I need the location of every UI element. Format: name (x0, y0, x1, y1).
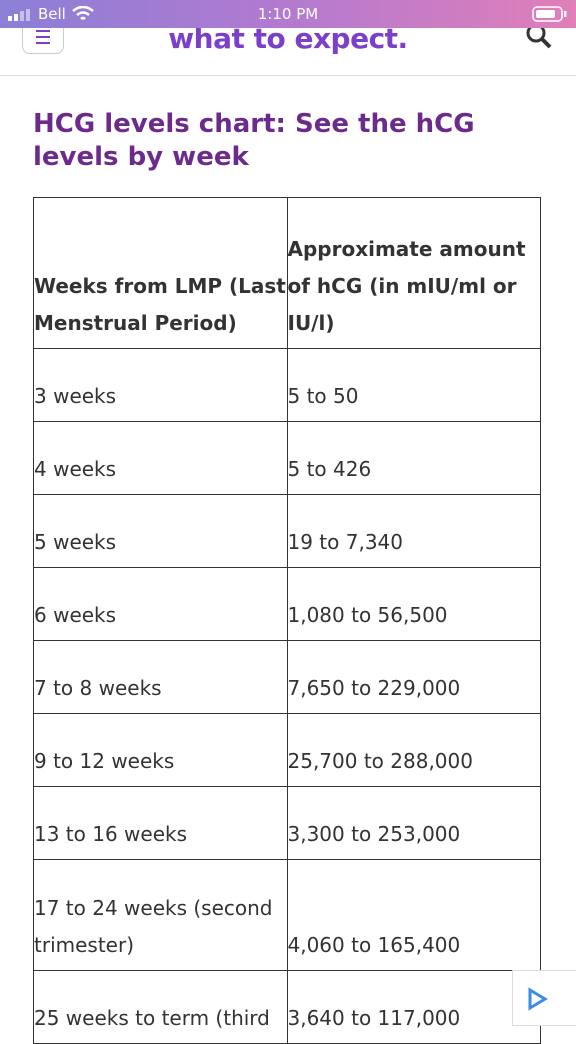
logo[interactable]: what to expect. (168, 28, 408, 55)
signal-icon (8, 9, 30, 21)
table-cell: 17 to 24 weeks (second trimester) (33, 859, 288, 971)
table-header-row: Weeks from LMP (Last Menstrual Period) Ap… (33, 197, 541, 349)
menu-icon (36, 30, 50, 44)
table-cell: 3,300 to 253,000 (286, 786, 541, 860)
table-cell: 5 to 50 (286, 348, 541, 422)
search-button[interactable] (524, 28, 554, 52)
table-cell: 4 weeks (33, 421, 288, 495)
table-cell: 5 to 426 (286, 421, 541, 495)
wifi-icon (72, 6, 94, 20)
column-header: Weeks from LMP (Last Menstrual Period) (33, 197, 288, 349)
table-row: 7 to 8 weeks 7,650 to 229,000 (33, 640, 541, 714)
site-header: what to expect. (0, 28, 576, 76)
table-row: 13 to 16 weeks 3,300 to 253,000 (33, 786, 541, 860)
table-cell: 9 to 12 weeks (33, 713, 288, 787)
carrier: Bell (38, 5, 66, 23)
column-header: Approximate amount of hCG (in mIU/ml or … (286, 197, 541, 349)
article-title: HCG levels chart: See the hCG levels by … (33, 109, 475, 172)
table-row: 17 to 24 weeks (second trimester) 4,060 t… (33, 859, 541, 971)
table-row: 4 weeks 5 to 426 (33, 421, 541, 495)
table-cell: 7,650 to 229,000 (286, 640, 541, 714)
table-cell: 7 to 8 weeks (33, 640, 288, 714)
table-cell: 3 weeks (33, 348, 288, 422)
table-cell: 19 to 7,340 (286, 494, 541, 568)
battery-icon (532, 6, 567, 22)
table-row: 3 weeks 5 to 50 (33, 348, 541, 422)
table-row: 9 to 12 weeks 25,700 to 288,000 (33, 713, 541, 787)
status-bar: Bell 1:10 PM (0, 0, 576, 28)
ad-badge[interactable] (512, 970, 576, 1026)
table-row: 25 weeks to term (third 3,640 to 117,000 (33, 970, 541, 1044)
table-cell: 13 to 16 weeks (33, 786, 288, 860)
table-cell: 1,080 to 56,500 (286, 567, 541, 641)
table-row: 5 weeks 19 to 7,340 (33, 494, 541, 568)
table-cell: 3,640 to 117,000 (286, 970, 541, 1044)
table-cell: 25 weeks to term (third (33, 970, 288, 1044)
clock: 1:10 PM (257, 5, 319, 23)
hcg-table: Weeks from LMP (Last Menstrual Period) Ap… (33, 197, 541, 1044)
table-cell: 5 weeks (33, 494, 288, 568)
ad-icon (528, 987, 548, 1011)
table-cell: 25,700 to 288,000 (286, 713, 541, 787)
table-cell: 6 weeks (33, 567, 288, 641)
menu-button[interactable] (22, 28, 64, 54)
table-cell: 4,060 to 165,400 (286, 859, 541, 971)
table-row: 6 weeks 1,080 to 56,500 (33, 567, 541, 641)
